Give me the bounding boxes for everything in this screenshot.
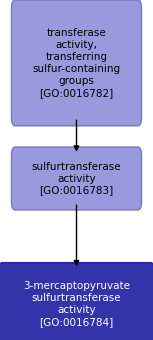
Text: 3-mercaptopyruvate
sulfurtransferase
activity
[GO:0016784]: 3-mercaptopyruvate sulfurtransferase act… <box>23 281 130 327</box>
Text: transferase
activity,
transferring
sulfur-containing
groups
[GO:0016782]: transferase activity, transferring sulfu… <box>32 28 121 98</box>
FancyBboxPatch shape <box>0 262 153 340</box>
FancyBboxPatch shape <box>11 0 142 126</box>
Text: sulfurtransferase
activity
[GO:0016783]: sulfurtransferase activity [GO:0016783] <box>32 162 121 196</box>
FancyBboxPatch shape <box>11 147 142 210</box>
